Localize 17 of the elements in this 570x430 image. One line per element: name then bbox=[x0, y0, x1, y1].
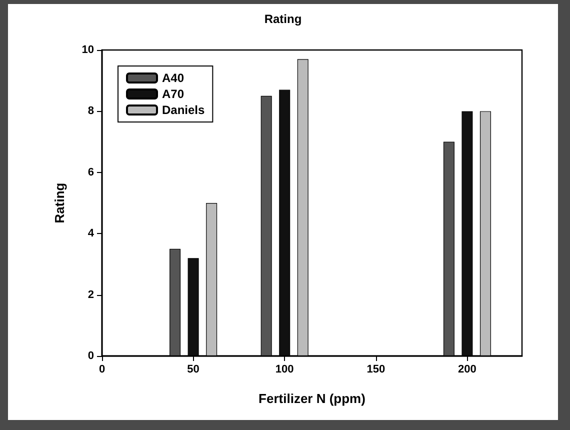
chart-title: Rating bbox=[264, 12, 302, 26]
x-tick-label: 150 bbox=[366, 364, 386, 376]
legend-label: A40 bbox=[162, 71, 184, 85]
x-tick-label: 50 bbox=[187, 364, 200, 376]
x-axis-title: Fertilizer N (ppm) bbox=[258, 391, 366, 406]
x-tick-label: 0 bbox=[98, 364, 106, 376]
y-tick-label: 10 bbox=[82, 44, 94, 56]
x-tick-label: 200 bbox=[458, 364, 476, 376]
y-tick-label: 4 bbox=[88, 228, 95, 240]
y-tick-label: 2 bbox=[88, 288, 94, 301]
y-tick-label: 0 bbox=[88, 350, 94, 362]
y-tick-label: 8 bbox=[88, 105, 94, 118]
x-tick-label: 100 bbox=[275, 364, 294, 376]
y-axis-title: Rating bbox=[52, 182, 67, 224]
legend-label: Daniels bbox=[162, 103, 206, 117]
legend-label: A70 bbox=[162, 87, 184, 101]
y-tick-label: 6 bbox=[88, 166, 94, 178]
